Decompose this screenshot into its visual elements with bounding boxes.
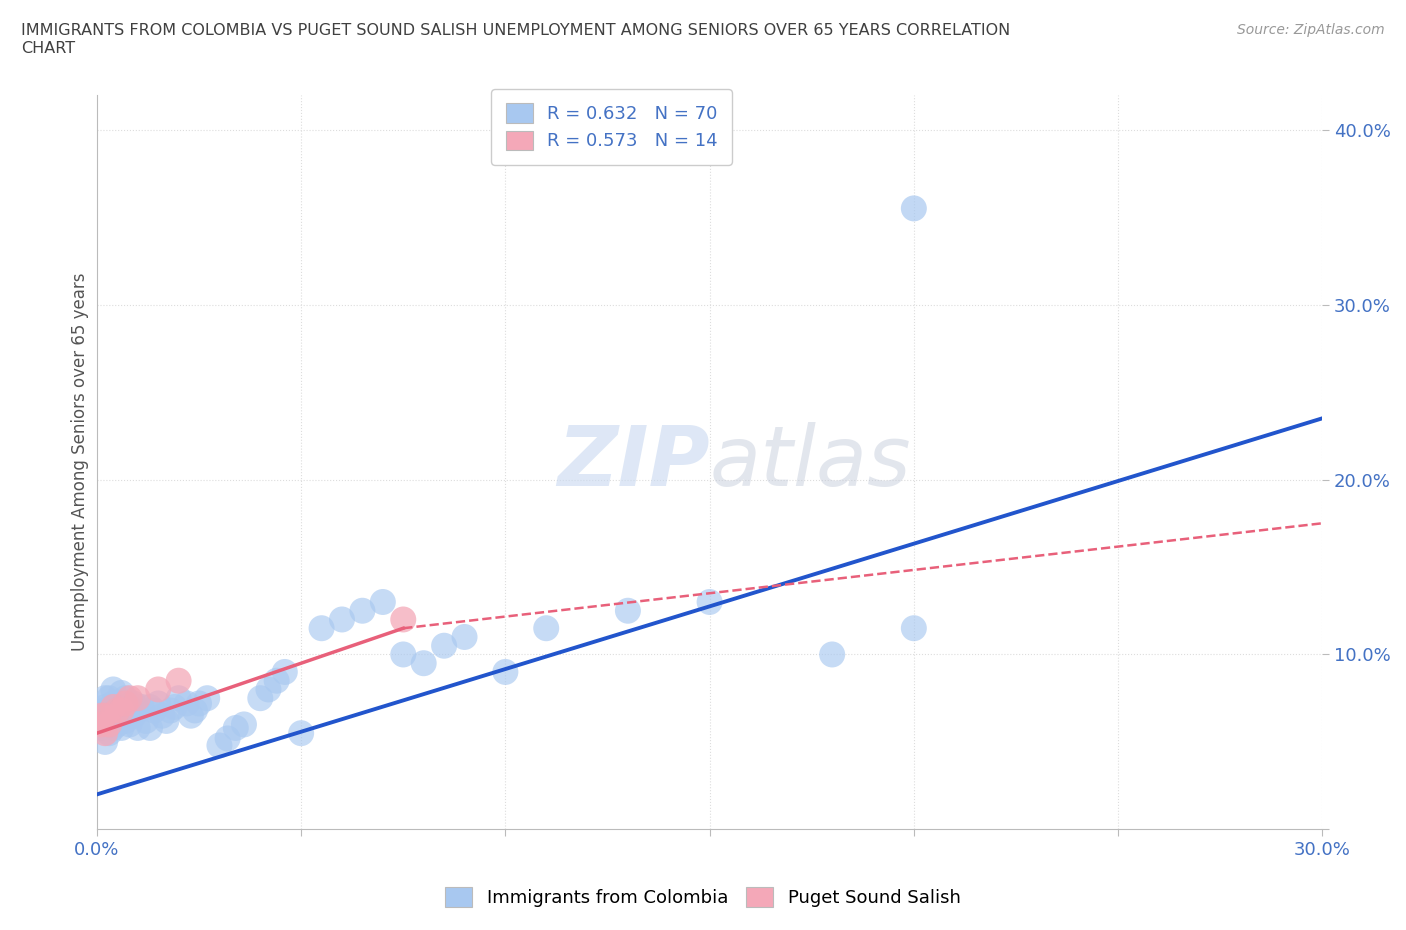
Point xyxy=(143,703,166,718)
Point xyxy=(114,703,136,718)
Point xyxy=(148,682,170,697)
Point xyxy=(110,685,132,700)
Point xyxy=(105,709,128,724)
Point xyxy=(114,696,136,711)
Point xyxy=(903,201,925,216)
Point xyxy=(163,699,186,714)
Point xyxy=(122,709,145,724)
Point xyxy=(90,709,112,724)
Point xyxy=(392,647,415,662)
Point xyxy=(433,638,456,653)
Point xyxy=(127,721,149,736)
Point xyxy=(188,696,211,711)
Point xyxy=(98,717,121,732)
Point xyxy=(90,717,112,732)
Point xyxy=(225,721,247,736)
Point xyxy=(118,717,141,732)
Point xyxy=(821,647,844,662)
Point xyxy=(110,709,132,724)
Point xyxy=(249,691,271,706)
Point xyxy=(103,682,125,697)
Point xyxy=(167,691,190,706)
Point xyxy=(94,735,117,750)
Point xyxy=(195,691,218,706)
Point xyxy=(159,703,181,718)
Point xyxy=(135,713,157,728)
Point xyxy=(180,709,202,724)
Point xyxy=(127,691,149,706)
Point xyxy=(371,594,394,609)
Point xyxy=(110,721,132,736)
Point xyxy=(114,691,136,706)
Point xyxy=(103,699,125,714)
Point xyxy=(139,721,162,736)
Point xyxy=(103,709,125,724)
Point xyxy=(98,717,121,732)
Point xyxy=(105,717,128,732)
Point xyxy=(150,709,173,724)
Point xyxy=(392,612,415,627)
Text: IMMIGRANTS FROM COLOMBIA VS PUGET SOUND SALISH UNEMPLOYMENT AMONG SENIORS OVER 6: IMMIGRANTS FROM COLOMBIA VS PUGET SOUND … xyxy=(21,23,1011,56)
Legend: Immigrants from Colombia, Puget Sound Salish: Immigrants from Colombia, Puget Sound Sa… xyxy=(436,878,970,916)
Point xyxy=(94,713,117,728)
Point xyxy=(94,709,117,724)
Point xyxy=(90,709,112,724)
Point xyxy=(412,656,434,671)
Point xyxy=(118,699,141,714)
Point xyxy=(94,725,117,740)
Point xyxy=(494,665,516,680)
Point xyxy=(110,703,132,718)
Point xyxy=(127,703,149,718)
Point xyxy=(617,604,640,618)
Point xyxy=(94,699,117,714)
Point xyxy=(98,725,121,740)
Point xyxy=(208,738,231,753)
Text: ZIP: ZIP xyxy=(557,421,710,502)
Point xyxy=(352,604,374,618)
Point xyxy=(90,721,112,736)
Point xyxy=(94,691,117,706)
Point xyxy=(217,731,239,746)
Point xyxy=(105,696,128,711)
Point xyxy=(534,621,557,636)
Point xyxy=(118,691,141,706)
Text: Source: ZipAtlas.com: Source: ZipAtlas.com xyxy=(1237,23,1385,37)
Point xyxy=(266,673,288,688)
Point xyxy=(330,612,353,627)
Point xyxy=(155,713,177,728)
Point xyxy=(98,703,121,718)
Text: atlas: atlas xyxy=(710,421,911,502)
Point xyxy=(184,703,207,718)
Point xyxy=(699,594,721,609)
Y-axis label: Unemployment Among Seniors over 65 years: Unemployment Among Seniors over 65 years xyxy=(72,272,89,651)
Point xyxy=(131,699,153,714)
Point xyxy=(176,696,198,711)
Point xyxy=(148,696,170,711)
Point xyxy=(94,703,117,718)
Point xyxy=(903,621,925,636)
Point xyxy=(453,630,475,644)
Point xyxy=(139,699,162,714)
Point xyxy=(103,721,125,736)
Point xyxy=(167,673,190,688)
Point xyxy=(105,703,128,718)
Point xyxy=(110,699,132,714)
Point xyxy=(290,725,312,740)
Point xyxy=(122,696,145,711)
Point xyxy=(311,621,333,636)
Point xyxy=(114,713,136,728)
Point xyxy=(274,665,297,680)
Legend: R = 0.632   N = 70, R = 0.573   N = 14: R = 0.632 N = 70, R = 0.573 N = 14 xyxy=(491,89,733,165)
Point xyxy=(257,682,280,697)
Point xyxy=(103,696,125,711)
Point xyxy=(98,691,121,706)
Point xyxy=(233,717,256,732)
